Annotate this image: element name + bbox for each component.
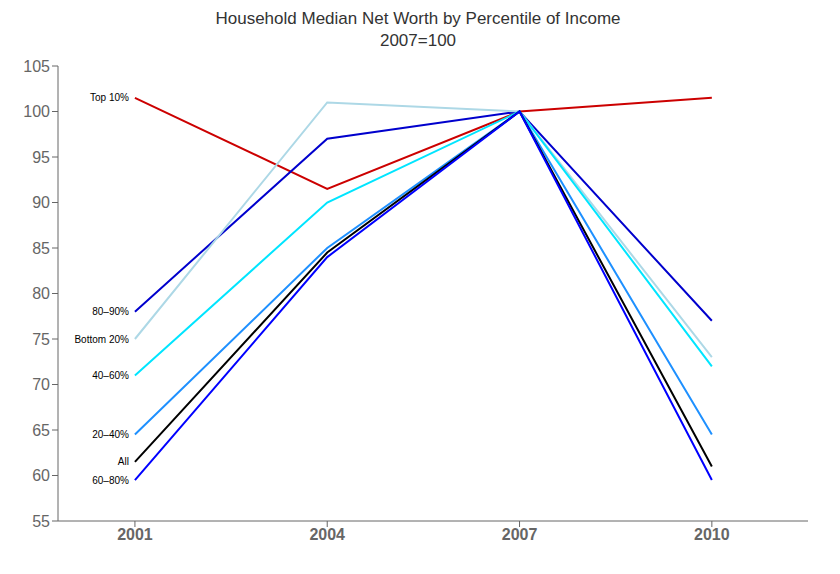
svg-text:70: 70 (32, 376, 50, 393)
svg-text:20–40%: 20–40% (92, 429, 129, 440)
svg-text:2001: 2001 (117, 526, 153, 543)
svg-text:60: 60 (32, 467, 50, 484)
svg-text:75: 75 (32, 331, 50, 348)
svg-text:105: 105 (23, 58, 50, 75)
svg-text:2007: 2007 (502, 526, 538, 543)
svg-text:Bottom 20%: Bottom 20% (74, 334, 129, 345)
svg-text:2010: 2010 (694, 526, 730, 543)
svg-text:2004: 2004 (309, 526, 345, 543)
svg-text:60–80%: 60–80% (92, 475, 129, 486)
svg-text:All: All (118, 456, 129, 467)
svg-text:55: 55 (32, 513, 50, 530)
svg-text:95: 95 (32, 149, 50, 166)
svg-text:85: 85 (32, 240, 50, 257)
svg-text:90: 90 (32, 194, 50, 211)
svg-text:Top 10%: Top 10% (90, 92, 129, 103)
html-text:Household Median Net Worth by: Household Median Net Worth by Percentile… (215, 9, 621, 28)
html-text:2007=100: 2007=100 (379, 31, 457, 50)
svg-text:80: 80 (32, 285, 50, 302)
svg-text:40–60%: 40–60% (92, 370, 129, 381)
svg-text:100: 100 (23, 103, 50, 120)
svg-text:65: 65 (32, 422, 50, 439)
svg-text:80–90%: 80–90% (92, 306, 129, 317)
